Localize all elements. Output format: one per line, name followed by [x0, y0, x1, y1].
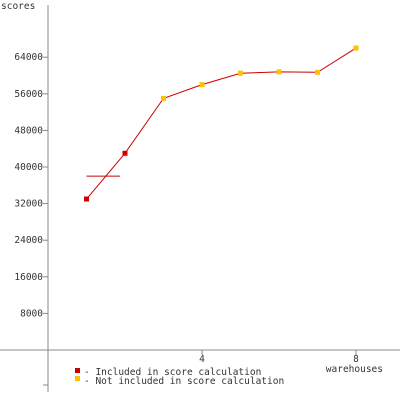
y-tick-label: 16000 [14, 272, 43, 283]
legend-swatch-included [75, 368, 80, 373]
y-tick-label: 40000 [14, 162, 43, 173]
x-tick-label: 8 [353, 354, 359, 365]
data-point-included [84, 196, 89, 202]
series-group [84, 45, 359, 202]
series-line [86, 47, 357, 200]
data-point-not-included [353, 45, 359, 51]
legend-swatch-not-included [75, 376, 80, 381]
data-point-not-included [315, 69, 320, 75]
data-point-not-included [238, 70, 243, 76]
y-tick-label: 8000 [20, 308, 43, 319]
y-axis: scores [1, 1, 49, 392]
y-tick-label: 64000 [14, 52, 43, 63]
y-tick-label: 24000 [14, 235, 43, 246]
x-tick-label: 4 [199, 354, 205, 365]
y-axis-label: scores [1, 1, 35, 12]
legend-label-not-included: - Not included in score calculation [84, 376, 284, 387]
data-point-included [122, 150, 128, 156]
y-tick-label: 32000 [14, 199, 43, 210]
legend: - Included in score calculation - Not in… [75, 367, 284, 387]
x-axis: warehouses [0, 349, 400, 375]
y-tick-label: 56000 [14, 89, 43, 100]
y-ticks: 8000 16000 24000 32000 40000 48000 56000 64000 [14, 52, 48, 386]
data-point-not-included [161, 95, 166, 101]
legend-label-included: - Included in score calculation [84, 367, 261, 378]
x-axis-label: warehouses [326, 364, 383, 375]
data-point-not-included [276, 69, 282, 75]
data-point-not-included [199, 82, 205, 88]
y-tick-label: 48000 [14, 125, 43, 136]
